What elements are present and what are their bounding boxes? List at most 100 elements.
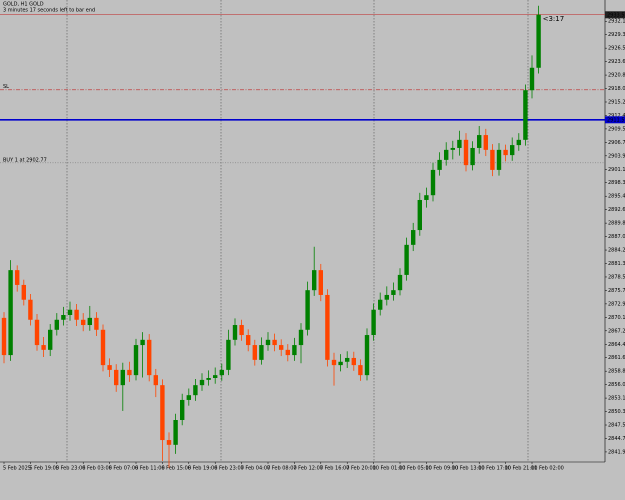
candle-body <box>279 345 284 350</box>
candle-body <box>41 345 46 350</box>
candle-body <box>160 385 165 441</box>
y-tick-label: 2861.65 <box>608 355 625 361</box>
candle-body <box>8 270 13 356</box>
y-tick-label: 2918.05 <box>608 86 625 92</box>
bar-timer: <3:17 <box>543 15 565 23</box>
candle-body <box>523 90 528 140</box>
candle-body <box>61 315 66 320</box>
level-price-label: 2911.5 <box>607 117 625 123</box>
candle-body <box>21 284 26 300</box>
candle-body <box>114 369 119 386</box>
x-tick-label: 7 Feb 08:00 <box>267 466 297 472</box>
x-tick-label: 7 Feb 20:00 <box>346 466 376 472</box>
candle-body <box>226 339 231 370</box>
candle-body <box>94 317 99 330</box>
candle-body <box>186 395 191 400</box>
y-tick-label: 2932.15 <box>608 19 625 25</box>
candle-body <box>510 145 515 156</box>
y-tick-label: 2872.93 <box>608 301 625 307</box>
candle-body <box>384 294 389 300</box>
candle-body <box>444 149 449 160</box>
candle-body <box>107 365 112 370</box>
candle-body <box>338 361 343 366</box>
y-tick-label: 2912.41 <box>608 113 625 119</box>
candle-body <box>325 294 330 360</box>
y-tick-label: 2867.29 <box>608 328 625 334</box>
candle-body <box>48 329 53 350</box>
x-tick-label: 5 Feb 2025 <box>3 466 31 472</box>
candle-body <box>470 147 475 166</box>
candle-body <box>140 339 145 346</box>
candle-body <box>219 369 224 376</box>
candle-body <box>397 274 403 291</box>
y-tick-label: 2929.33 <box>608 32 625 38</box>
candle-body <box>483 135 488 150</box>
y-tick-label: 2923.69 <box>608 59 625 65</box>
candle-body <box>232 325 238 340</box>
candle-body <box>411 230 416 245</box>
y-tick-label: 2878.57 <box>608 274 625 280</box>
candle-body <box>81 319 86 326</box>
level-price-box <box>605 116 625 124</box>
day-separators <box>66 0 529 462</box>
y-tick-label: 2847.55 <box>608 423 625 429</box>
candle-body <box>391 290 396 295</box>
y-tick-label: 2898.31 <box>608 180 625 186</box>
y-tick-label: 2850.37 <box>608 409 625 415</box>
candle-body <box>28 299 33 320</box>
candle-body <box>259 345 264 360</box>
candle-body <box>292 345 297 356</box>
y-tick-label: 2906.77 <box>608 140 625 146</box>
candle-body <box>166 440 172 445</box>
candle-body <box>67 309 73 315</box>
x-tick-label: 6 Feb 23:00 <box>214 466 244 472</box>
x-tick-label: 10 Feb 09:00 <box>425 466 458 472</box>
candle-body <box>331 359 337 366</box>
current-price-label: 2933.5 <box>607 12 625 18</box>
candle-body <box>298 329 304 346</box>
y-tick-label: 2881.39 <box>608 261 625 267</box>
level-label: SL <box>3 84 9 90</box>
current-price-box <box>605 11 625 19</box>
x-tick-label: 6 Feb 07:00 <box>109 466 139 472</box>
candle-body <box>180 399 185 420</box>
y-tick-label: 2915.23 <box>608 99 625 105</box>
candle-body <box>417 199 422 231</box>
y-tick-label: 2870.11 <box>608 315 625 321</box>
candle-body <box>252 345 257 360</box>
y-tick-label: 2887.03 <box>608 234 625 240</box>
x-tick-label: 5 Feb 23:00 <box>56 466 86 472</box>
candle-body <box>34 319 40 346</box>
y-tick-label: 2875.75 <box>608 288 625 294</box>
candle-body <box>450 147 455 150</box>
x-tick-label: 10 Feb 21:00 <box>505 466 538 472</box>
candle-body <box>305 290 310 330</box>
x-tick-label: 7 Feb 04:00 <box>241 466 271 472</box>
candle-body <box>133 345 139 376</box>
y-tick-label: 2841.91 <box>608 449 625 455</box>
candle-body <box>424 195 429 200</box>
candle-body <box>490 149 495 170</box>
candle-body <box>15 270 20 285</box>
candle-body <box>345 357 350 362</box>
x-tick-label: 6 Feb 19:00 <box>188 466 218 472</box>
candle-body <box>516 139 521 146</box>
y-tick-label: 2892.67 <box>608 207 625 213</box>
candle-body <box>378 299 383 310</box>
y-tick-label: 2909.59 <box>608 126 625 132</box>
candle-body <box>265 339 271 346</box>
x-tick-label: 6 Feb 15:00 <box>161 466 191 472</box>
y-tick-label: 2858.83 <box>608 369 625 375</box>
candle-body <box>285 349 290 356</box>
candle-body <box>364 335 370 376</box>
candle-body <box>193 385 198 396</box>
x-tick-label: 5 Feb 19:00 <box>29 466 59 472</box>
level-label: BUY 1 at 2902.77 <box>3 157 47 163</box>
y-tick-label: 2920.87 <box>608 73 625 79</box>
candle-body <box>404 244 409 275</box>
x-tick-label: 6 Feb 11:00 <box>135 466 165 472</box>
x-tick-label: 11 Feb 02:00 <box>531 466 564 472</box>
y-tick-label: 2926.51 <box>608 46 625 52</box>
candle-body <box>318 270 323 295</box>
